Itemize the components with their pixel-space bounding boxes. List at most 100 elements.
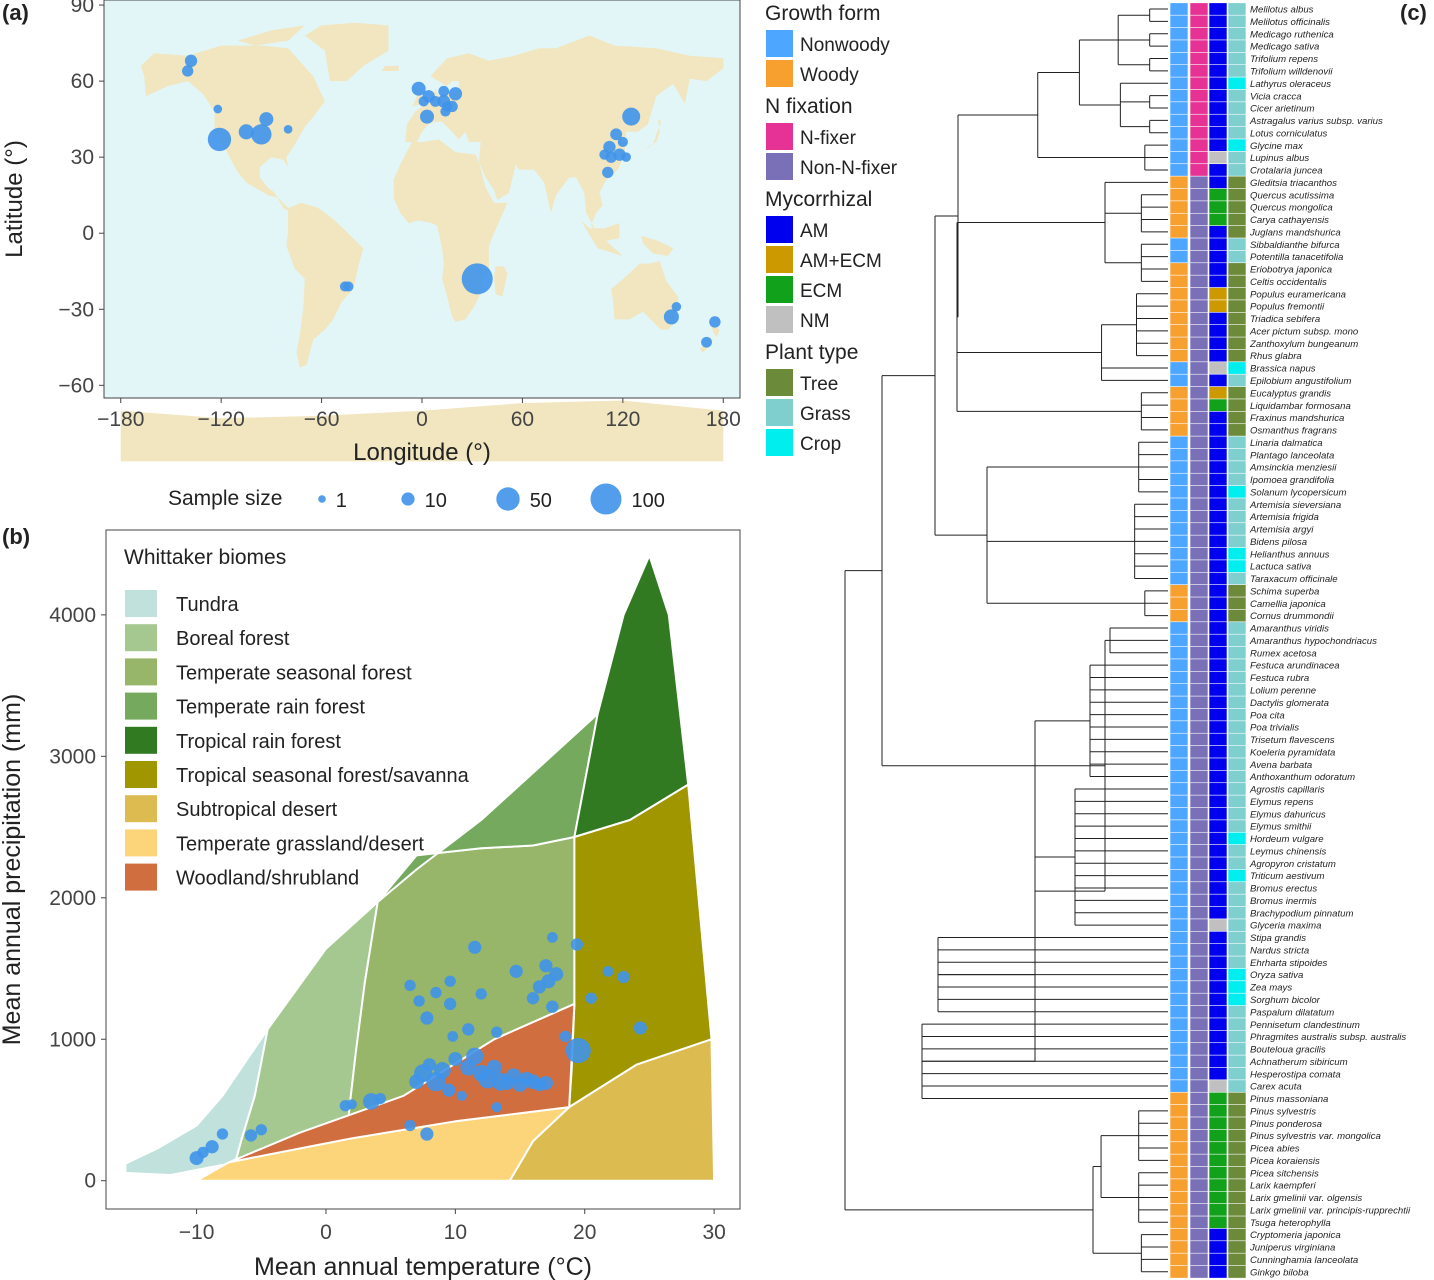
trait-cell xyxy=(1208,621,1228,635)
trait-cell xyxy=(1208,151,1228,165)
species-label: Amsinckia menziesii xyxy=(1249,463,1337,474)
trait-cell xyxy=(1208,126,1228,140)
biome-point xyxy=(434,1062,451,1079)
trait-cell xyxy=(1189,225,1209,239)
trait-cell xyxy=(1189,250,1209,264)
trait-cell xyxy=(1208,968,1228,982)
trait-cell xyxy=(1227,212,1247,227)
biome-point xyxy=(442,1083,456,1097)
trait-cell xyxy=(1227,770,1247,784)
trait-cell xyxy=(1189,1240,1209,1254)
trait-cell xyxy=(1208,782,1228,796)
trait-cell xyxy=(1208,175,1228,190)
trait-cell xyxy=(1189,237,1209,251)
trait-cell xyxy=(1189,361,1209,375)
species-label: Crotalaria juncea xyxy=(1250,166,1323,177)
trait-cell xyxy=(1208,212,1228,227)
species-label: Lathyrus oleraceus xyxy=(1250,79,1331,90)
x-tick-label: 20 xyxy=(573,1221,596,1244)
trait-cell xyxy=(1169,559,1189,573)
trait-cell xyxy=(1189,584,1209,598)
trait-cell xyxy=(1189,336,1209,350)
species-label: Cunninghamia lanceolata xyxy=(1250,1255,1358,1266)
y-tick-label: 60 xyxy=(71,70,94,93)
species-label: Glycine max xyxy=(1250,141,1304,152)
trait-legend-swatch xyxy=(766,216,793,243)
trait-cell xyxy=(1208,336,1228,350)
land-australia xyxy=(611,261,679,330)
trait-cell xyxy=(1189,435,1209,449)
trait-cell xyxy=(1208,633,1228,648)
land-arctic-islands xyxy=(237,25,305,46)
species-label: Elymus dahuricus xyxy=(1250,809,1326,820)
trait-legend-label: AM xyxy=(800,221,829,242)
map-point xyxy=(420,109,435,124)
trait-cell xyxy=(1169,151,1189,165)
trait-cell xyxy=(1208,1252,1228,1267)
trait-cell xyxy=(1189,386,1209,400)
trait-cell xyxy=(1227,1104,1247,1118)
trait-cell xyxy=(1227,757,1247,771)
trait-cell xyxy=(1227,1017,1247,1031)
species-label: Pinus sylvestris var. mongolica xyxy=(1250,1131,1381,1142)
map-point xyxy=(213,104,223,114)
trait-cell xyxy=(1208,931,1228,945)
biome-legend-label: Subtropical desert xyxy=(176,799,338,821)
trait-cell xyxy=(1208,1005,1228,1019)
biome-legend-title: Whittaker biomes xyxy=(124,546,286,569)
trait-cell xyxy=(1208,745,1228,759)
trait-cell xyxy=(1208,1228,1228,1242)
trait-cell xyxy=(1169,411,1189,425)
trait-cell xyxy=(1227,1042,1247,1056)
trait-cell xyxy=(1169,992,1189,1007)
species-label: Artemisia frigida xyxy=(1249,512,1319,523)
trait-cell xyxy=(1189,931,1209,945)
biome-point xyxy=(462,1023,475,1036)
trait-cell xyxy=(1169,386,1189,400)
trait-cell xyxy=(1169,64,1189,78)
species-label: Nardus stricta xyxy=(1250,945,1309,956)
trait-cell xyxy=(1227,373,1247,388)
y-tick-label: 3000 xyxy=(49,745,96,768)
trait-legend-swatch xyxy=(766,30,793,57)
trait-cell xyxy=(1189,906,1209,920)
species-label: Fraxinus mandshurica xyxy=(1250,413,1344,424)
trait-legend-swatch xyxy=(766,246,793,273)
trait-legend-label: N-fixer xyxy=(800,128,857,149)
species-label: Ipomoea grandifolia xyxy=(1250,475,1334,486)
trait-cell xyxy=(1227,596,1247,610)
biome-point xyxy=(617,970,630,984)
species-label: Brachypodium pinnatum xyxy=(1250,908,1353,919)
trait-cell xyxy=(1227,237,1247,251)
trait-cell xyxy=(1208,609,1228,623)
species-label: Medicago ruthenica xyxy=(1250,29,1334,40)
trait-cell xyxy=(1189,212,1209,227)
trait-cell xyxy=(1227,312,1247,326)
trait-cell xyxy=(1227,819,1247,833)
trait-cell xyxy=(1227,448,1247,462)
trait-cell xyxy=(1208,757,1228,771)
trait-cell xyxy=(1227,361,1247,375)
species-label: Pinus sylvestris xyxy=(1250,1106,1316,1117)
trait-legend-label: Nonwoody xyxy=(800,35,890,56)
trait-cell xyxy=(1189,188,1209,202)
trait-cell xyxy=(1208,658,1228,672)
trait-cell xyxy=(1227,64,1247,78)
trait-cell xyxy=(1189,64,1209,78)
trait-cell xyxy=(1227,931,1247,945)
species-label: Solanum lycopersicum xyxy=(1250,487,1347,498)
size-legend-circle xyxy=(401,492,415,506)
trait-cell xyxy=(1189,968,1209,982)
trait-cell xyxy=(1169,225,1189,239)
species-label: Achnatherum sibiricum xyxy=(1249,1057,1348,1068)
species-label: Picea koraiensis xyxy=(1250,1156,1320,1167)
y-tick-label: 2000 xyxy=(49,887,96,910)
trait-cell xyxy=(1189,1116,1209,1130)
trait-legend-swatch xyxy=(766,153,793,180)
species-label: Hesperostipa comata xyxy=(1250,1069,1341,1080)
species-label: Juniperus virginiana xyxy=(1249,1243,1335,1254)
size-legend-circle xyxy=(318,495,326,503)
trait-cell xyxy=(1227,1091,1247,1106)
map-point xyxy=(442,101,453,112)
trait-cell xyxy=(1189,1067,1209,1081)
